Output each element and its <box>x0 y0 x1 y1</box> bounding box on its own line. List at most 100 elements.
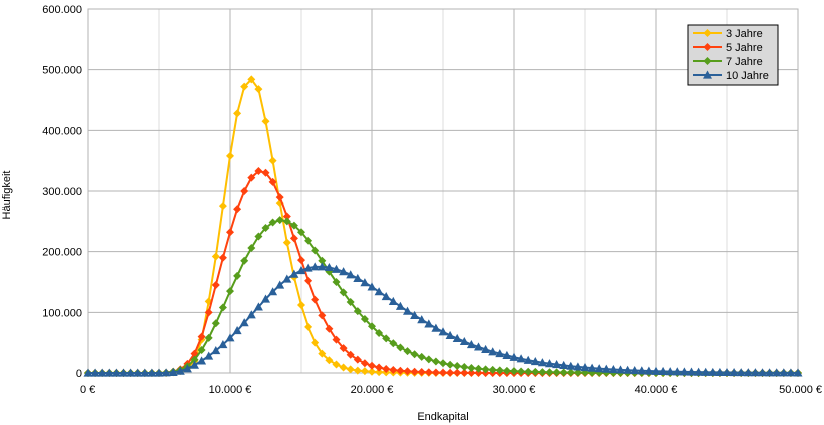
data-point <box>275 280 285 289</box>
legend-label: 7 Jahre <box>726 56 763 68</box>
data-point <box>111 368 121 377</box>
data-point <box>481 365 490 374</box>
data-point <box>246 310 256 319</box>
data-point <box>368 367 376 376</box>
data-point <box>466 339 476 349</box>
data-point <box>353 355 362 364</box>
data-point <box>318 256 327 265</box>
data-point <box>651 366 661 375</box>
data-point <box>587 363 597 372</box>
data-point <box>346 350 355 359</box>
data-point <box>637 366 647 375</box>
data-point <box>403 347 412 356</box>
data-point <box>460 363 469 372</box>
data-point <box>226 287 234 296</box>
data-point <box>339 363 348 372</box>
data-point <box>417 315 427 324</box>
data-point <box>297 256 305 265</box>
data-point <box>481 344 491 353</box>
data-point <box>218 253 227 262</box>
legend-item: 3 Jahre <box>693 28 763 40</box>
data-point <box>119 368 128 377</box>
data-point <box>703 43 712 51</box>
series-group <box>83 75 803 377</box>
y-tick-label: 200.000 <box>42 247 82 259</box>
data-point <box>282 217 291 226</box>
data-point <box>360 278 370 287</box>
data-point <box>254 232 263 241</box>
data-point <box>240 187 249 195</box>
data-point <box>360 359 369 368</box>
data-point <box>502 366 511 375</box>
data-point <box>679 367 689 376</box>
legend-label: 5 Jahre <box>726 42 763 54</box>
data-point <box>282 274 292 283</box>
data-point <box>467 363 476 372</box>
data-point <box>374 287 384 296</box>
data-point <box>545 359 554 368</box>
data-point <box>488 347 498 356</box>
data-point <box>580 363 590 372</box>
data-point <box>701 367 711 376</box>
data-point <box>424 355 433 364</box>
data-point <box>297 228 305 237</box>
data-point <box>431 323 441 332</box>
data-point <box>658 366 668 376</box>
data-point <box>360 315 369 324</box>
data-point <box>226 228 234 237</box>
data-point <box>133 368 143 377</box>
data-point <box>552 360 562 369</box>
data-point <box>225 333 235 342</box>
data-point <box>644 366 654 375</box>
data-point <box>524 367 533 376</box>
data-point <box>375 363 384 372</box>
data-point <box>346 365 355 374</box>
data-point <box>182 364 192 373</box>
data-point <box>325 356 334 365</box>
data-point <box>261 117 270 126</box>
data-point <box>253 302 263 311</box>
data-point <box>772 368 782 377</box>
data-point <box>559 368 568 377</box>
legend-label: 3 Jahre <box>726 28 763 40</box>
data-point <box>729 368 739 377</box>
data-point <box>175 366 185 375</box>
data-point <box>317 262 327 271</box>
data-point <box>126 368 136 377</box>
data-point <box>360 367 369 376</box>
data-point <box>339 267 349 276</box>
y-tick-label: 600.000 <box>42 4 82 16</box>
data-point <box>197 356 207 365</box>
data-point <box>502 350 512 360</box>
data-point <box>226 151 234 160</box>
data-point <box>516 354 526 363</box>
data-point <box>311 338 320 347</box>
data-point <box>247 173 256 182</box>
data-point <box>353 366 362 375</box>
data-point <box>793 368 803 377</box>
data-point <box>104 368 114 377</box>
data-point <box>382 364 391 373</box>
data-point <box>346 298 355 307</box>
data-point <box>254 85 263 94</box>
data-point <box>687 367 696 376</box>
data-point <box>268 287 278 296</box>
data-point <box>289 221 298 230</box>
data-point <box>247 244 256 253</box>
data-point <box>83 368 93 377</box>
data-point <box>431 357 440 366</box>
data-point <box>304 276 313 285</box>
data-point <box>552 368 561 377</box>
data-point <box>218 202 227 211</box>
data-point <box>311 246 320 255</box>
data-point <box>204 308 213 317</box>
data-point <box>623 365 633 374</box>
data-point <box>382 334 391 343</box>
legend-label: 10 Jahre <box>726 70 769 82</box>
data-point <box>715 367 725 376</box>
data-point <box>304 236 313 245</box>
data-point <box>211 319 220 328</box>
data-point <box>346 270 356 279</box>
data-point <box>403 367 412 376</box>
data-point <box>389 339 398 348</box>
